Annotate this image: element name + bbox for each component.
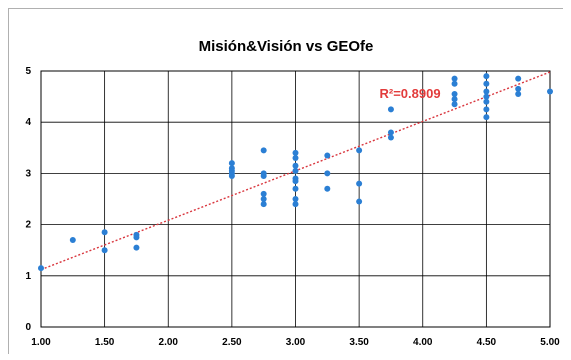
data-point <box>260 201 267 208</box>
data-point <box>356 198 363 205</box>
data-point <box>38 265 44 272</box>
data-point <box>356 147 363 154</box>
data-point <box>292 185 299 192</box>
data-point <box>451 96 458 103</box>
data-point <box>292 155 299 162</box>
data-point <box>515 91 522 98</box>
data-point <box>228 160 235 167</box>
chart-title: Misión&Visión vs GEOfe <box>199 38 374 55</box>
data-point <box>387 129 394 136</box>
data-point <box>292 201 299 208</box>
data-point <box>260 147 267 154</box>
data-point <box>483 80 490 87</box>
x-tick-label: 2.00 <box>159 337 179 348</box>
data-point <box>101 247 108 254</box>
data-point <box>133 234 140 241</box>
x-tick-label: 4.50 <box>477 337 497 348</box>
data-point <box>292 149 299 156</box>
y-tick-label: 4 <box>25 117 31 128</box>
data-point <box>260 190 267 197</box>
y-axis-ticks: 0 1 2 3 4 5 <box>25 66 31 333</box>
scatter-chart: Misión&Visión vs GEOfe 1.00 1.50 2.00 2.50 3… <box>9 9 564 355</box>
data-point <box>483 114 490 121</box>
y-tick-label: 0 <box>25 322 31 333</box>
data-point <box>324 185 331 192</box>
data-point <box>387 134 394 141</box>
x-axis-ticks: 1.00 1.50 2.00 2.50 3.00 3.50 4.00 4.50 5.00 <box>31 337 560 348</box>
x-tick-label: 3.00 <box>286 337 306 348</box>
x-tick-label: 4.00 <box>413 337 433 348</box>
data-point <box>292 178 299 185</box>
x-tick-label: 3.50 <box>349 337 369 348</box>
data-point <box>387 106 394 113</box>
data-point <box>260 196 267 202</box>
plot-area-border <box>40 70 551 328</box>
data-point <box>483 88 490 95</box>
data-point <box>69 236 76 243</box>
data-point <box>451 75 458 82</box>
y-tick-label: 2 <box>25 220 31 231</box>
data-point <box>483 106 490 113</box>
data-point <box>515 75 522 82</box>
data-points <box>38 73 553 272</box>
chart-area <box>9 9 564 355</box>
data-point <box>101 229 108 236</box>
y-tick-label: 1 <box>25 271 31 282</box>
y-tick-label: 5 <box>25 66 31 77</box>
x-tick-label: 2.50 <box>222 337 242 348</box>
data-point <box>356 180 363 187</box>
y-tick-label: 3 <box>25 168 31 179</box>
data-point <box>483 93 490 100</box>
x-tick-label: 1.50 <box>95 337 115 348</box>
data-point <box>451 91 458 98</box>
data-point <box>483 73 490 80</box>
data-point <box>483 98 490 105</box>
data-point <box>515 85 522 92</box>
data-point <box>451 101 458 108</box>
data-point <box>547 88 553 95</box>
data-point <box>292 196 299 202</box>
data-point <box>324 170 331 177</box>
r-squared-label: R²=0.8909 <box>379 86 440 101</box>
data-point <box>133 244 140 251</box>
x-tick-label: 1.00 <box>31 337 51 348</box>
data-point <box>228 172 235 179</box>
data-point <box>324 152 331 159</box>
data-point <box>451 80 458 87</box>
x-tick-label: 5.00 <box>540 337 560 348</box>
chart-frame: Misión&Visión vs GEOfe 1.00 1.50 2.00 2.50 3… <box>8 8 564 355</box>
data-point <box>292 162 299 169</box>
data-point <box>260 172 267 179</box>
data-point <box>292 167 299 174</box>
